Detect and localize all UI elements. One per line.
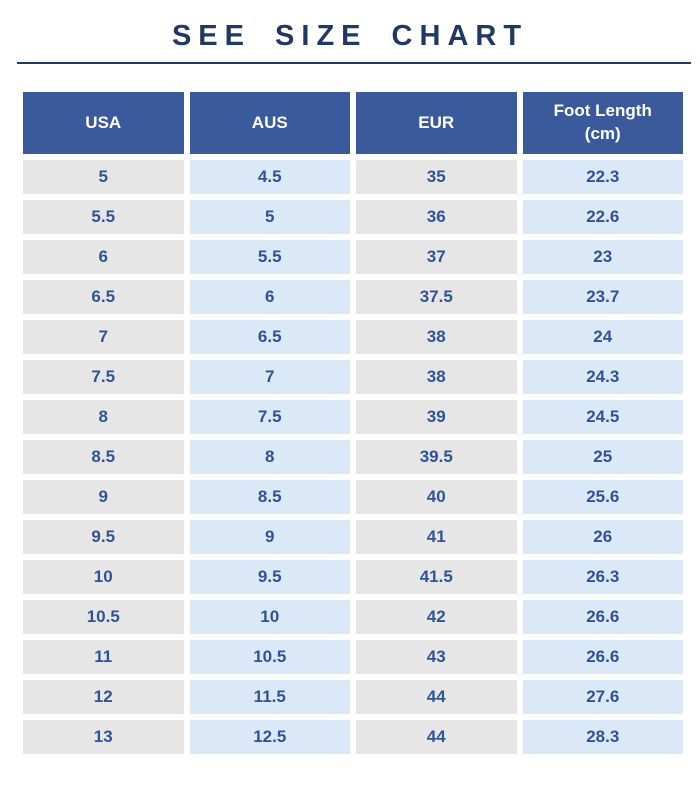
table-cell: 36 [356,200,517,234]
table-cell: 26.6 [522,600,683,634]
table-cell: 26.3 [522,560,683,594]
column-header-aus: AUS [189,92,350,154]
table-cell: 9.5 [189,560,350,594]
table-cell: 37.5 [356,280,517,314]
table-cell: 26 [522,520,683,554]
table-cell: 28.3 [522,720,683,754]
table-cell: 4.5 [189,160,350,194]
table-cell: 25.6 [522,480,683,514]
table-cell: 13 [23,720,184,754]
table-cell: 38 [356,360,517,394]
table-cell: 41 [356,520,517,554]
table-cell: 12 [23,680,184,714]
table-cell: 27.6 [522,680,683,714]
table-cell: 10 [23,560,184,594]
page-title: SEE SIZE CHART [171,20,529,52]
table-cell: 40 [356,480,517,514]
table-cell: 6 [23,240,184,274]
table-cell: 24 [522,320,683,354]
table-cell: 9 [23,480,184,514]
table-cell: 41.5 [356,560,517,594]
table-cell: 23.7 [522,280,683,314]
table-cell: 10 [189,600,350,634]
title-underline [17,62,691,64]
table-cell: 35 [356,160,517,194]
table-cell: 7.5 [189,400,350,434]
table-cell: 44 [356,720,517,754]
table-cell: 5.5 [189,240,350,274]
table-cell: 23 [522,240,683,274]
table-cell: 24.3 [522,360,683,394]
table-cell: 22.6 [522,200,683,234]
table-cell: 5 [189,200,350,234]
table-cell: 6.5 [23,280,184,314]
table-cell: 22.3 [522,160,683,194]
column-header-foot-length: Foot Length (cm) [522,92,683,154]
table-cell: 12.5 [189,720,350,754]
table-cell: 8.5 [189,480,350,514]
table-cell: 10.5 [23,600,184,634]
table-cell: 8 [189,440,350,474]
table-cell: 11.5 [189,680,350,714]
table-cell: 38 [356,320,517,354]
table-cell: 11 [23,640,184,674]
table-cell: 5 [23,160,184,194]
table-cell: 24.5 [522,400,683,434]
table-cell: 6 [189,280,350,314]
table-cell: 7 [189,360,350,394]
table-cell: 37 [356,240,517,274]
table-cell: 10.5 [189,640,350,674]
column-header-usa: USA [23,92,184,154]
table-cell: 25 [522,440,683,474]
table-cell: 6.5 [189,320,350,354]
table-cell: 9.5 [23,520,184,554]
table-cell: 39.5 [356,440,517,474]
table-cell: 44 [356,680,517,714]
size-table: USA AUS EUR Foot Length (cm) 5 4.5 35 22.3 5… [23,92,683,754]
table-cell: 42 [356,600,517,634]
table-cell: 39 [356,400,517,434]
table-cell: 8.5 [23,440,184,474]
table-cell: 9 [189,520,350,554]
table-cell: 7 [23,320,184,354]
table-cell: 8 [23,400,184,434]
table-cell: 26.6 [522,640,683,674]
column-header-eur: EUR [356,92,517,154]
table-cell: 5.5 [23,200,184,234]
table-cell: 43 [356,640,517,674]
table-cell: 7.5 [23,360,184,394]
